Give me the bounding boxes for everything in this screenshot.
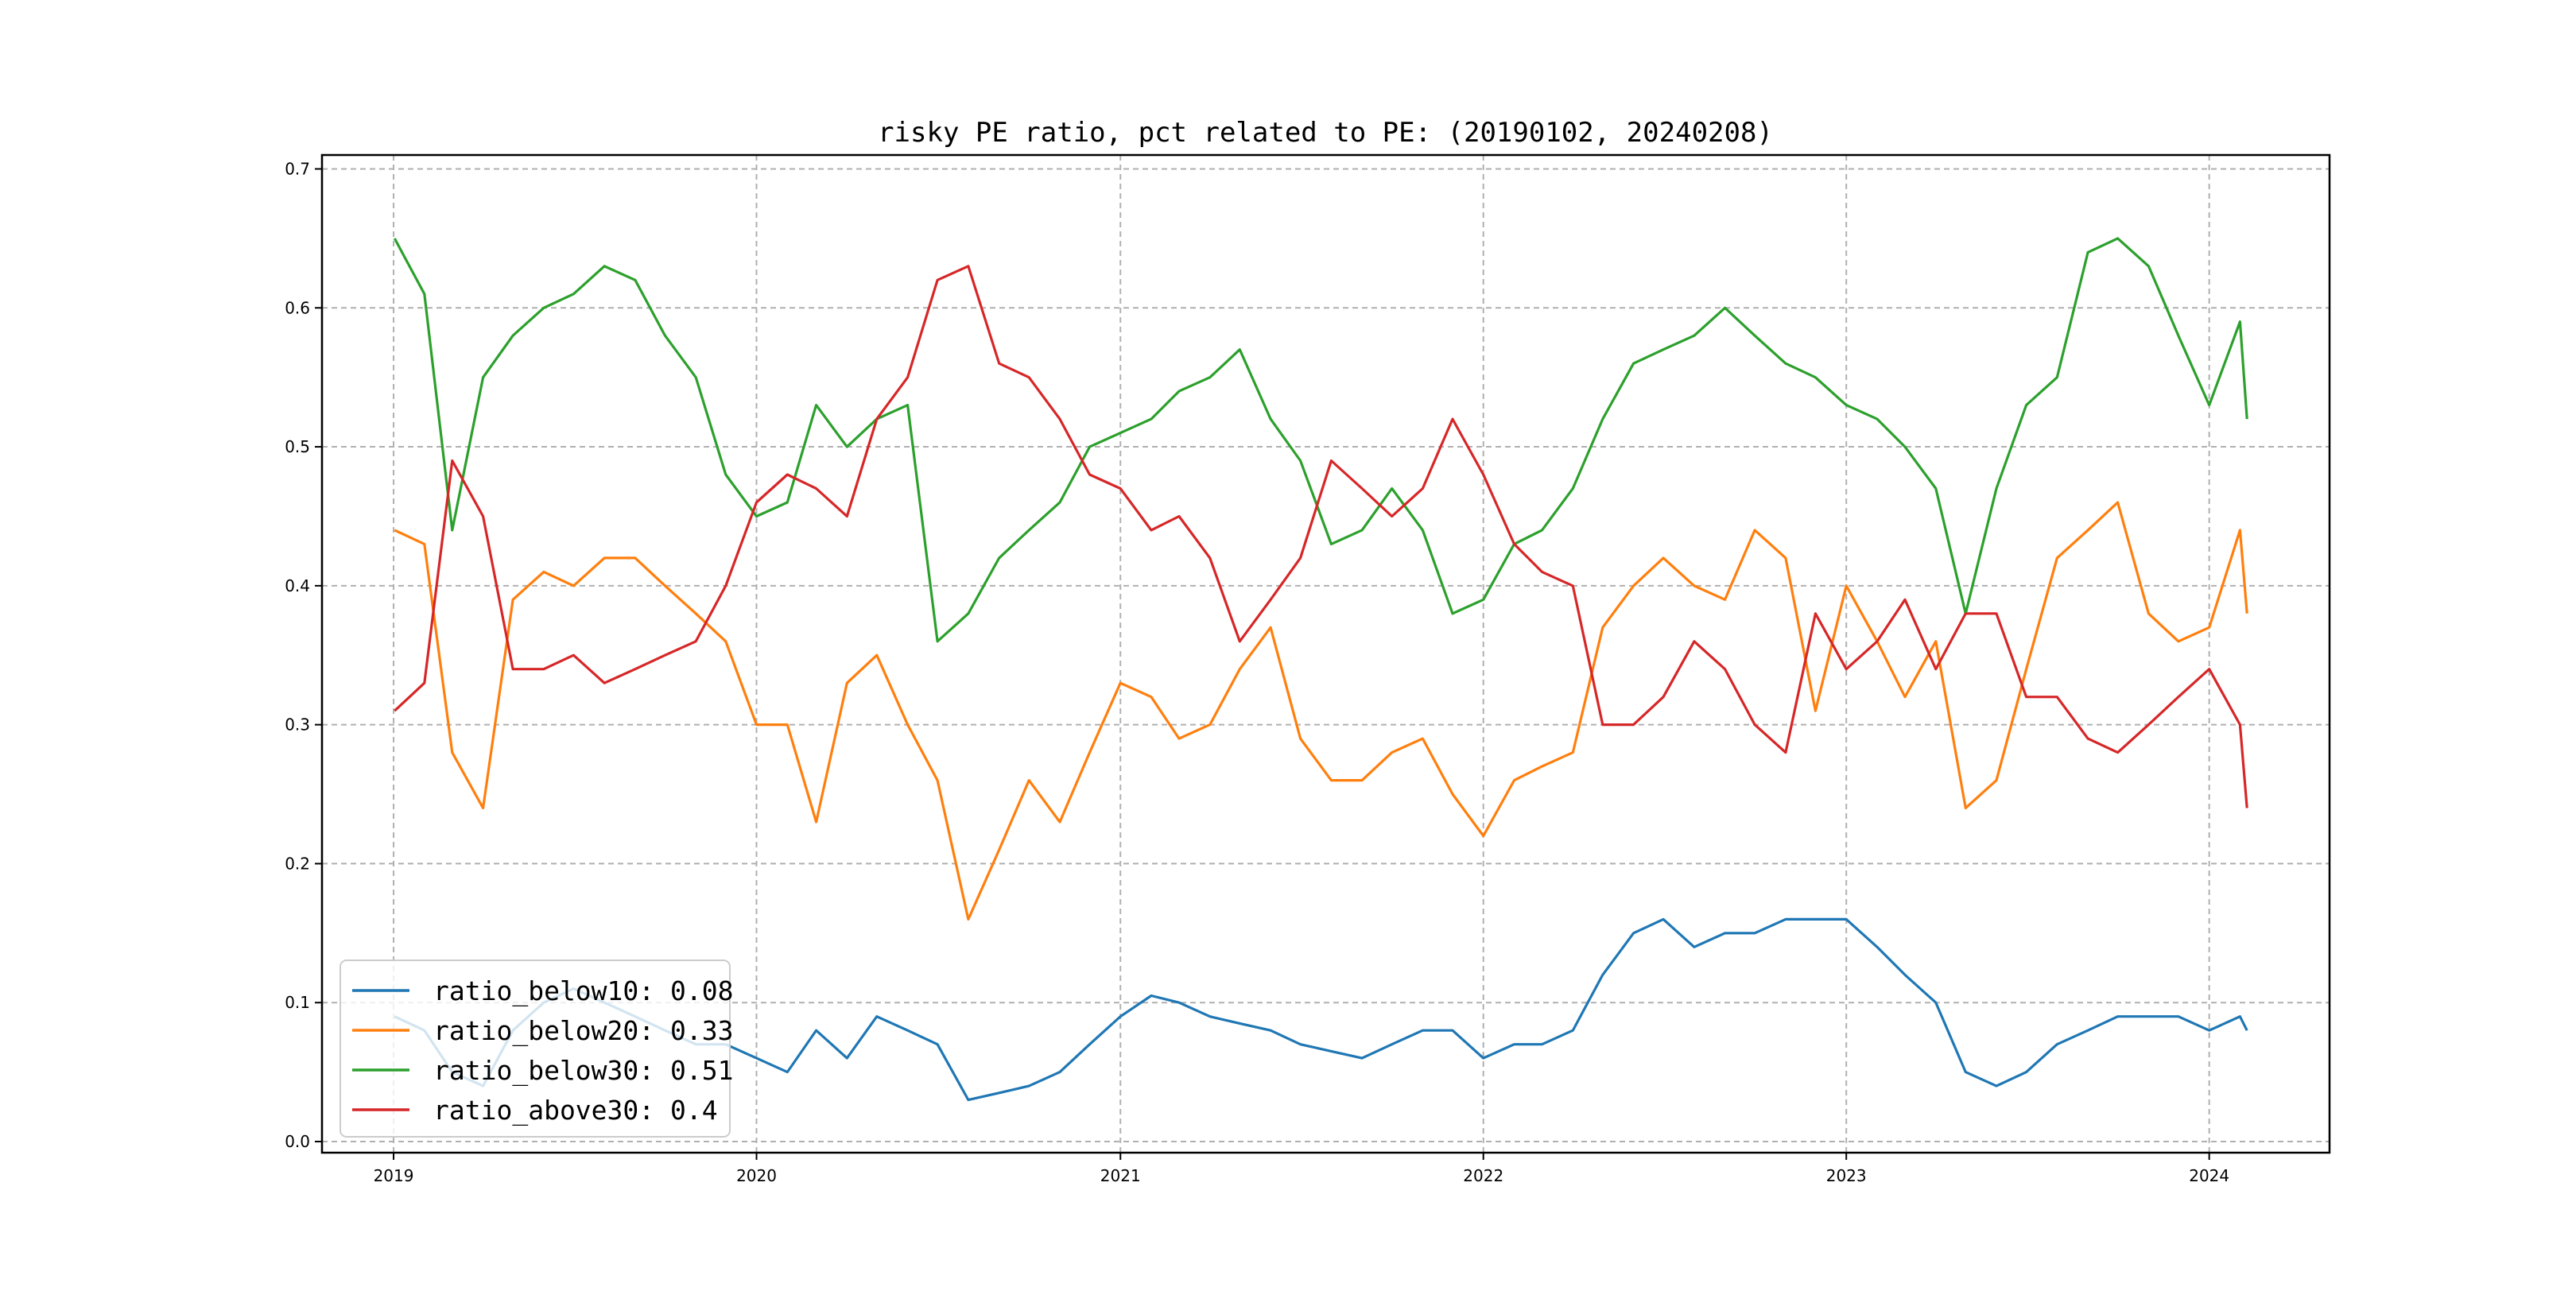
y-tick-label: 0.4 [285, 576, 310, 595]
plot-frame [320, 153, 2331, 1154]
y-tick-label: 0.2 [285, 854, 310, 873]
series-line-ratio-below20 [394, 501, 2248, 921]
x-tick-label: 2021 [1100, 1166, 1141, 1185]
tick-layer: 0.0 0.1 0.2 0.3 0.4 0.5 0.6 0.7 2019 2020 2021 2022… [285, 159, 2229, 1185]
legend-label: ratio_above30: 0.4 [433, 1095, 718, 1126]
y-tick-label: 0.6 [285, 298, 310, 317]
grid-layer [322, 155, 2330, 1153]
x-tick-label: 2019 [374, 1166, 414, 1185]
y-tick-label: 0.7 [285, 159, 310, 178]
y-tick-label: 0.5 [285, 437, 310, 456]
series-layer [393, 237, 2248, 1102]
x-tick-label: 2023 [1826, 1166, 1867, 1185]
legend-box [339, 960, 731, 1138]
x-tick-label: 2022 [1463, 1166, 1503, 1185]
y-tick-label: 0.1 [285, 993, 310, 1012]
y-tick-label: 0.3 [285, 715, 310, 735]
legend-label: ratio_below20: 0.33 [433, 1015, 734, 1047]
x-tick-label: 2024 [2189, 1166, 2229, 1185]
x-tick-label: 2020 [736, 1166, 777, 1185]
y-tick-label: 0.0 [285, 1132, 310, 1151]
legend: ratio_below10: 0.08 ratio_below20: 0.33 ra… [339, 960, 734, 1138]
legend-label: ratio_below30: 0.51 [433, 1055, 734, 1087]
chart-title: risky PE ratio, pct related to PE: (2019… [878, 117, 1773, 149]
legend-label: ratio_below10: 0.08 [433, 975, 734, 1007]
series-line-ratio-above30 [394, 265, 2248, 808]
series-line-ratio-below30 [393, 237, 2248, 643]
